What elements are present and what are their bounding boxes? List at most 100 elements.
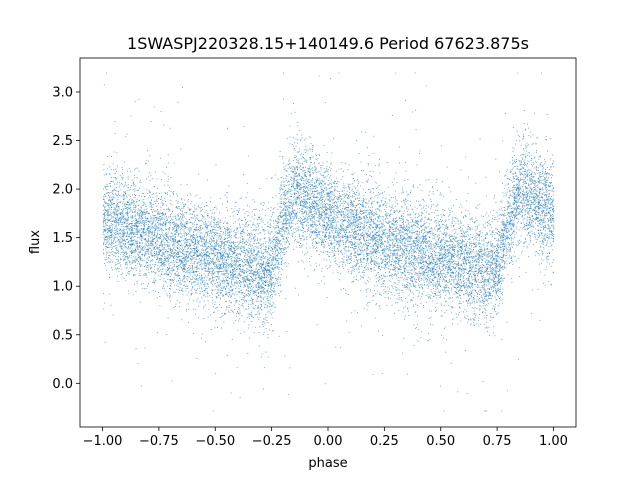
data-point [183, 265, 185, 267]
data-point [243, 246, 245, 248]
data-point [127, 227, 128, 229]
data-point [418, 247, 420, 249]
data-point [513, 185, 515, 187]
data-point [297, 151, 299, 153]
data-point [378, 267, 379, 269]
data-point [483, 245, 485, 247]
data-point [147, 150, 148, 152]
data-point [220, 282, 221, 284]
data-point [501, 279, 503, 281]
data-point [483, 280, 485, 281]
data-point [169, 227, 171, 229]
data-point [103, 213, 105, 215]
data-point [197, 256, 199, 258]
data-point [248, 155, 250, 157]
data-point [189, 252, 191, 254]
data-point [501, 277, 503, 279]
data-point [187, 257, 189, 258]
data-point [258, 247, 260, 249]
data-point [533, 226, 534, 228]
data-point [512, 233, 513, 235]
data-point [397, 267, 399, 269]
data-point [502, 255, 504, 257]
data-point [147, 160, 149, 162]
data-point [242, 271, 244, 273]
data-point [240, 269, 242, 271]
data-point [148, 213, 150, 215]
data-point [239, 272, 240, 274]
data-point [543, 199, 545, 201]
data-point [263, 264, 265, 265]
data-point [390, 255, 392, 257]
data-point [117, 219, 119, 221]
data-point [381, 224, 383, 226]
data-point [209, 271, 210, 273]
data-point [270, 272, 272, 274]
data-point [199, 235, 201, 237]
data-point [231, 281, 233, 283]
data-point [406, 226, 408, 228]
data-point [198, 259, 200, 261]
data-point [290, 201, 292, 203]
data-point [231, 230, 233, 232]
data-point [157, 248, 159, 249]
data-point [450, 312, 452, 314]
data-point [225, 249, 227, 251]
data-point [279, 242, 281, 244]
data-point [384, 272, 386, 273]
data-point [322, 204, 324, 206]
data-point [285, 228, 287, 229]
data-point [180, 244, 182, 246]
data-point [410, 237, 412, 239]
data-point [221, 243, 223, 245]
data-point [133, 274, 135, 276]
data-point [322, 206, 324, 207]
data-point [237, 211, 239, 213]
data-point [514, 216, 516, 217]
data-point [542, 189, 544, 191]
data-point [309, 247, 311, 249]
data-point [184, 256, 186, 258]
data-point [238, 274, 240, 276]
data-point [296, 134, 298, 135]
data-point [186, 239, 188, 241]
data-point [119, 242, 121, 244]
data-point [225, 257, 227, 259]
data-point [315, 154, 317, 156]
data-point [410, 280, 412, 281]
data-point [184, 212, 186, 213]
data-point [392, 255, 393, 257]
data-point [221, 255, 223, 256]
data-point [236, 276, 238, 278]
data-point [246, 215, 248, 217]
data-point [418, 224, 419, 226]
data-point [537, 288, 539, 290]
data-point [188, 259, 190, 261]
data-point [221, 253, 222, 255]
data-point [178, 256, 180, 257]
data-point [484, 252, 486, 253]
data-point [293, 202, 295, 203]
data-point [251, 286, 252, 287]
data-point [525, 175, 527, 177]
data-point [490, 302, 492, 304]
data-point [287, 181, 288, 183]
data-point [487, 269, 488, 271]
data-point [510, 219, 511, 221]
data-point [494, 251, 496, 252]
data-point [166, 293, 168, 295]
data-point [433, 268, 434, 270]
data-point [410, 261, 412, 263]
data-point [244, 256, 245, 257]
data-point [392, 246, 394, 248]
data-point [129, 223, 131, 225]
data-point [197, 283, 199, 285]
data-point [417, 323, 418, 325]
data-point [436, 234, 438, 236]
data-point [222, 203, 223, 205]
data-point [287, 197, 289, 199]
data-point [279, 202, 281, 204]
data-point [334, 236, 336, 238]
data-point [472, 265, 474, 267]
data-point [543, 248, 545, 250]
